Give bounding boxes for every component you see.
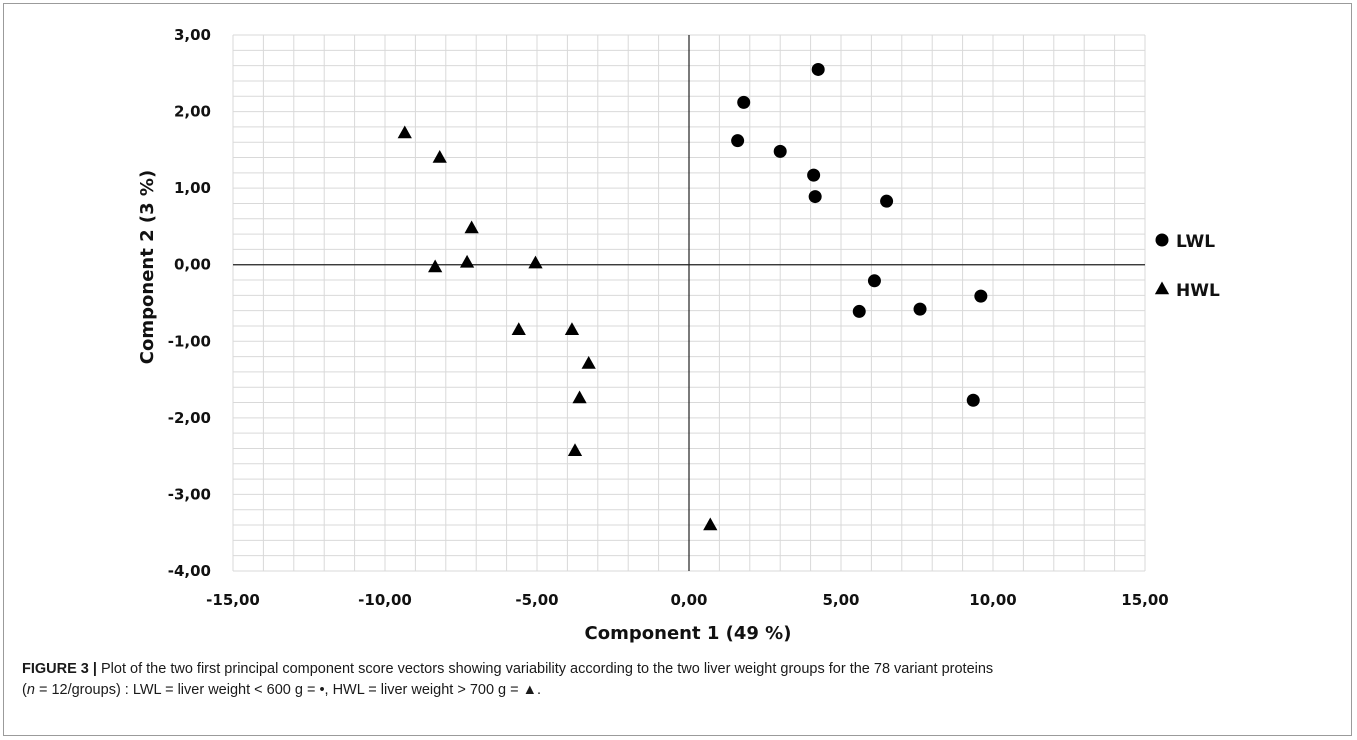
- lwl-point: [913, 302, 927, 316]
- hwl-point: [464, 220, 479, 234]
- hwl-point: [564, 322, 580, 336]
- lwl-point: [811, 62, 825, 76]
- x-tick-label: -5,00: [515, 591, 558, 609]
- hwl-point: [703, 517, 718, 531]
- hwl-point: [567, 443, 583, 457]
- y-tick-label: 0,00: [174, 256, 211, 274]
- lwl-point: [867, 274, 881, 288]
- hwl-point: [432, 150, 447, 163]
- hwl-point: [581, 355, 596, 369]
- lwl-point: [808, 190, 822, 204]
- x-tick-label: -10,00: [358, 591, 412, 609]
- y-tick-label: 3,00: [174, 26, 211, 44]
- scatter-chart: 3,00 2,00 1,00 0,00 -1,00 -2,00 -3,00 -4,00 -15…: [137, 26, 1220, 644]
- lwl-point: [974, 289, 988, 303]
- hwl-point: [511, 322, 526, 336]
- y-tick-label: 1,00: [174, 179, 211, 197]
- y-tick-label: -4,00: [168, 562, 211, 580]
- x-tick-label: 10,00: [969, 591, 1016, 609]
- hwl-point: [572, 390, 587, 404]
- hwl-point: [428, 259, 443, 273]
- x-tick-label: -15,00: [206, 591, 260, 609]
- lwl-point: [773, 144, 787, 158]
- figure-caption: FIGURE 3 | Plot of the two first princip…: [22, 661, 994, 698]
- y-tick-label: -2,00: [168, 409, 211, 427]
- lwl-point: [880, 194, 894, 208]
- y-tick-label: -1,00: [168, 332, 211, 350]
- y-tick-labels: 3,00 2,00 1,00 0,00 -1,00 -2,00 -3,00 -4,00: [168, 26, 211, 580]
- lwl-point: [807, 168, 821, 182]
- lwl-point: [731, 134, 745, 148]
- x-axis-title: Component 1 (49 %): [585, 623, 792, 644]
- x-tick-labels: -15,00 -10,00 -5,00 0,00 5,00 10,00 15,00: [206, 591, 1169, 609]
- hwl-point: [397, 125, 412, 139]
- figure-frame: [3, 3, 1352, 736]
- hwl-point: [459, 254, 475, 268]
- legend-hwl-marker: [1154, 281, 1170, 295]
- x-tick-label: 15,00: [1121, 591, 1168, 609]
- caption-figure-label: FIGURE 3 |: [22, 661, 97, 677]
- legend: LWL HWL: [1154, 232, 1220, 301]
- caption-line-2: = 12/groups) : LWL = liver weight < 600 …: [34, 682, 542, 698]
- caption-line-1: Plot of the two first principal componen…: [96, 661, 994, 677]
- legend-label: LWL: [1176, 232, 1215, 252]
- x-tick-label: 5,00: [822, 591, 859, 609]
- legend-lwl-marker: [1155, 233, 1169, 247]
- hwl-point: [528, 255, 543, 269]
- y-axis-title: Component 2 (3 %): [137, 170, 158, 364]
- data-points: [397, 62, 988, 531]
- caption-n-symbol: n: [26, 682, 35, 698]
- x-tick-label: 0,00: [670, 591, 707, 609]
- y-tick-label: 2,00: [174, 103, 211, 121]
- chart-axes: [233, 35, 1145, 571]
- lwl-point: [852, 304, 866, 318]
- lwl-point: [966, 393, 980, 407]
- y-tick-label: -3,00: [168, 485, 211, 503]
- legend-label: HWL: [1176, 281, 1220, 301]
- lwl-point: [737, 95, 751, 109]
